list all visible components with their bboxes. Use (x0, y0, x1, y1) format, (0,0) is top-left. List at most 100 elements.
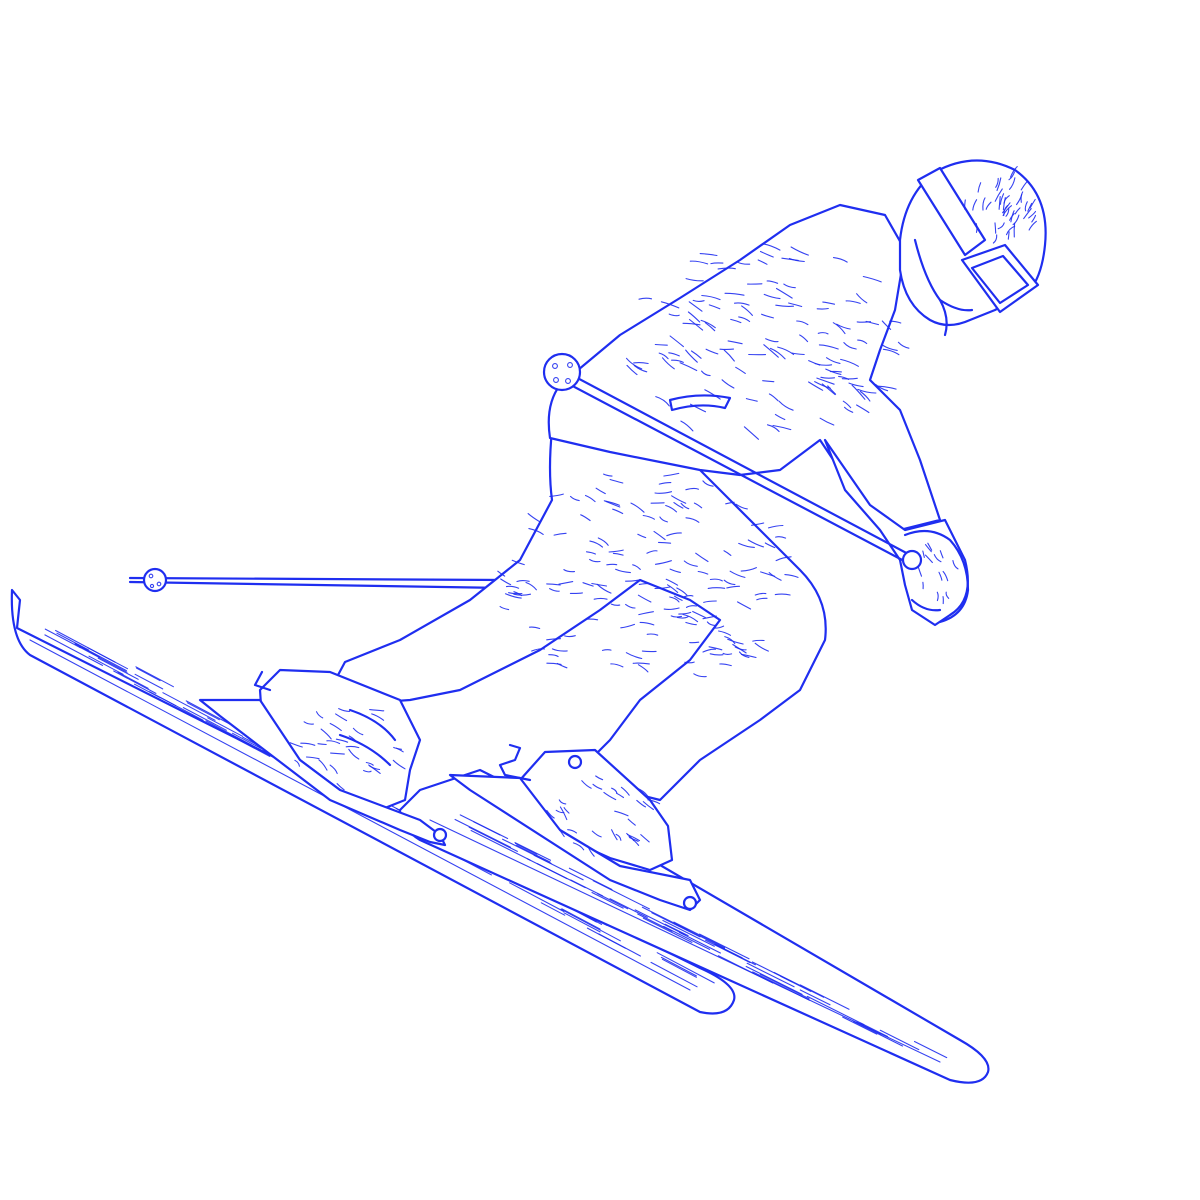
sketch-stroke (702, 615, 717, 620)
sketch-stroke (569, 495, 580, 502)
sketch-stroke (609, 478, 624, 484)
sketch-stroke (338, 708, 351, 713)
ski-grain-stroke (74, 643, 101, 658)
sketch-stroke (1009, 166, 1018, 178)
ski-grain-stroke (746, 962, 795, 988)
sketch-stroke (882, 348, 900, 356)
ski-grain-stroke (182, 707, 227, 731)
sketch-stroke (671, 359, 684, 363)
sketch-stroke (584, 494, 596, 503)
sketch-stroke (563, 807, 570, 814)
sketch-stroke (633, 362, 649, 365)
sketch-stroke (369, 709, 385, 712)
sketch-stroke (704, 389, 721, 400)
sketch-stroke (862, 275, 882, 283)
sketch-stroke (848, 382, 864, 388)
ski-grain-stroke (44, 634, 104, 666)
ski-grain-stroke (678, 931, 721, 954)
sketch-stroke (610, 603, 621, 606)
sketch-stroke (612, 552, 624, 556)
sketch-stroke (687, 311, 701, 323)
sketch-stroke (585, 551, 596, 555)
sketch-stroke (585, 618, 599, 621)
sketch-stroke (627, 818, 636, 826)
sketch-stroke (596, 583, 612, 594)
sketch-stroke (751, 522, 765, 526)
sketch-stroke (697, 570, 709, 575)
sketch-stroke (997, 222, 1005, 230)
sketch-stroke (620, 623, 636, 629)
right-ski-pole (542, 352, 923, 571)
sketch-stroke (329, 764, 338, 775)
sketch-stroke (759, 250, 774, 258)
sketch-stroke (615, 792, 625, 799)
ski-grain-stroke (663, 925, 711, 950)
sketch-stroke (703, 600, 717, 603)
sketch-stroke (1012, 214, 1020, 226)
ski-grain-stroke (650, 961, 698, 988)
sketch-stroke (705, 348, 719, 355)
sketch-stroke (856, 404, 870, 414)
sketch-stroke (738, 542, 755, 548)
sketch-stroke (781, 257, 799, 261)
sketch-stroke (661, 357, 675, 370)
ski-grain-stroke (509, 882, 565, 913)
sketch-stroke (642, 514, 655, 520)
ski-grain-stroke (853, 1020, 904, 1047)
sketch-stroke (658, 352, 669, 360)
sketch-stroke (763, 293, 781, 300)
sketch-stroke (615, 568, 631, 574)
ski-grain-stroke (502, 838, 552, 865)
sketch-stroke (1007, 231, 1010, 240)
ski-grain-stroke (159, 697, 204, 721)
sketch-stroke (669, 335, 684, 348)
ski-grain-stroke (134, 673, 164, 690)
sketch-stroke (601, 649, 612, 651)
sketch-stroke (938, 571, 943, 581)
sketch-stroke (654, 560, 672, 565)
sketch-stroke (735, 503, 748, 510)
sketch-stroke (996, 177, 1002, 192)
sketch-stroke (723, 579, 736, 586)
sketch-stroke (1028, 210, 1037, 219)
sketch-stroke (572, 842, 585, 851)
sketch-stroke (1027, 202, 1033, 212)
sketch-stroke (832, 322, 846, 335)
sketch-stroke (603, 791, 617, 801)
ski-grain-stroke (135, 666, 174, 688)
sketch-stroke (994, 222, 997, 234)
ski-grain-stroke (717, 955, 774, 984)
sketch-stroke (646, 550, 658, 554)
sketch-stroke (721, 379, 735, 389)
sketch-stroke (778, 400, 794, 411)
sketch-stroke (527, 513, 541, 523)
sketch-stroke (889, 320, 902, 324)
sketch-stroke (637, 533, 647, 539)
left-ski-pole (128, 567, 507, 593)
sketch-stroke (939, 550, 944, 559)
sketch-stroke (657, 541, 672, 544)
sketch-stroke (768, 393, 779, 402)
sketch-stroke (597, 537, 609, 546)
sketch-stroke (816, 377, 835, 385)
sketch-stroke (654, 586, 671, 590)
sketch-stroke (548, 654, 559, 658)
sketch-stroke (582, 582, 594, 587)
sketch-stroke (927, 542, 933, 551)
sketch-stroke (603, 500, 620, 506)
sketch-stroke (924, 544, 932, 553)
sketch-stroke (757, 259, 768, 265)
sketch-stroke (843, 342, 857, 350)
sketch-stroke (348, 748, 360, 760)
sketch-stroke (699, 253, 718, 257)
sketch-stroke (659, 516, 668, 523)
sketch-stroke (769, 347, 786, 360)
sketch-stroke (693, 502, 703, 509)
sketch-stroke (630, 502, 645, 513)
sketch-stroke (738, 651, 750, 658)
sketch-stroke (546, 809, 555, 819)
ski-grain-stroke (913, 1040, 948, 1059)
ski-grain-stroke (752, 971, 811, 1001)
sketch-stroke (1024, 201, 1028, 212)
